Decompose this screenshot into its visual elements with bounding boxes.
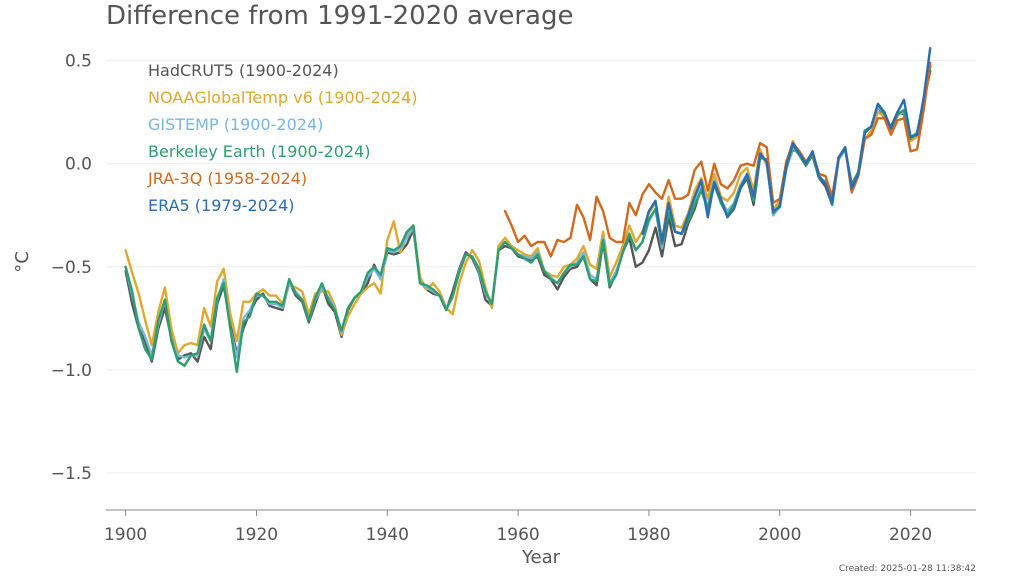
series-line-5 [641, 47, 932, 244]
x-axis-ticks: 1900 1920 1940 1960 1980 2000 2020 [104, 510, 932, 545]
series-line-3 [124, 65, 932, 374]
created-timestamp: Created: 2025-01-28 11:38:42 [839, 564, 976, 574]
x-tick-label: 1900 [104, 525, 147, 545]
legend-entry: HadCRUT5 (1900-2024) [148, 61, 339, 80]
legend-entry: Berkeley Earth (1900-2024) [148, 142, 370, 161]
legend-entry: GISTEMP (1900-2024) [148, 115, 323, 134]
x-tick-label: 2020 [889, 525, 932, 545]
y-tick-label: −0.5 [51, 258, 92, 278]
y-tick-label: −1.0 [51, 361, 92, 381]
legend: HadCRUT5 (1900-2024) NOAAGlobalTemp v6 (1… [147, 61, 418, 215]
y-tick-label: 0.5 [65, 52, 92, 72]
y-axis-label: °C [12, 251, 33, 273]
series-lines [124, 47, 932, 374]
legend-entry: NOAAGlobalTemp v6 (1900-2024) [148, 88, 418, 107]
y-axis-ticks: −1.5 −1.0 −0.5 0.0 0.5 [51, 52, 92, 484]
x-tick-label: 1920 [235, 525, 278, 545]
x-tick-label: 2000 [758, 525, 801, 545]
x-tick-label: 1980 [627, 525, 670, 545]
y-tick-label: 0.0 [65, 155, 92, 175]
series-line-4 [503, 61, 932, 258]
legend-entry: JRA-3Q (1958-2024) [147, 169, 307, 188]
y-tick-label: −1.5 [51, 464, 92, 484]
legend-entry: ERA5 (1979-2024) [148, 196, 294, 215]
x-axis-label: Year [521, 547, 561, 568]
x-tick-label: 1940 [366, 525, 409, 545]
chart-title: Difference from 1991-2020 average [106, 1, 574, 31]
x-tick-label: 1960 [496, 525, 539, 545]
